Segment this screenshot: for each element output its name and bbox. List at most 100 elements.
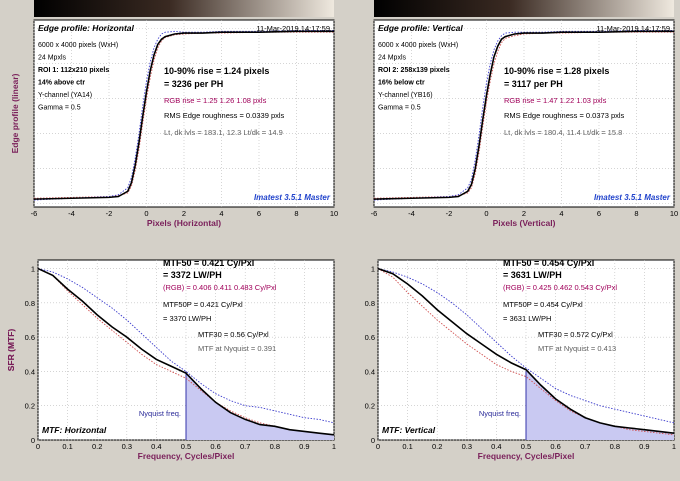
x-tick-label: 0.8 xyxy=(610,442,620,451)
info-line: Y-channel (YB16) xyxy=(378,92,433,99)
y-tick-label: 0.4 xyxy=(25,367,35,376)
result-line: RMS Edge roughness = 0.0339 pxls xyxy=(164,111,285,120)
info-line: 24 Mpxls xyxy=(378,55,407,62)
x-tick-label: -2 xyxy=(446,209,453,218)
result-line: MTF30 = 0.572 Cy/Pxl xyxy=(538,330,613,339)
x-axis-label: Frequency, Cycles/Pixel xyxy=(138,451,235,461)
result-line: = 3372 LW/PH xyxy=(163,270,222,280)
nyquist-label: Nyquist freq. xyxy=(139,409,181,418)
x-tick-label: 0 xyxy=(36,442,40,451)
x-tick-label: 0.8 xyxy=(270,442,280,451)
x-tick-label: 6 xyxy=(257,209,261,218)
watermark: Imatest 3.5.1 Master xyxy=(254,193,331,202)
x-tick-label: 0.1 xyxy=(62,442,72,451)
x-tick-label: 4 xyxy=(559,209,563,218)
panel-title: Edge profile: Horizontal xyxy=(38,23,135,33)
info-line: 6000 x 4000 pixels (WxH) xyxy=(38,42,118,49)
result-line: MTF at Nyquist = 0.391 xyxy=(198,344,276,353)
y-tick-label: 1 xyxy=(31,265,35,274)
x-tick-label: 8 xyxy=(634,209,638,218)
result-line: (RGB) = 0.425 0.462 0.543 Cy/Pxl xyxy=(503,283,617,292)
y-tick-label: 0.6 xyxy=(365,333,375,342)
x-tick-label: 0.9 xyxy=(299,442,309,451)
result-line: MTF at Nyquist = 0.413 xyxy=(538,344,616,353)
x-tick-label: 0.7 xyxy=(580,442,590,451)
x-tick-label: 10 xyxy=(670,209,678,218)
info-line: ROI 1: 112x210 pixels xyxy=(38,67,109,74)
result-line: 10-90% rise = 1.28 pixels xyxy=(504,66,609,76)
x-tick-label: -6 xyxy=(371,209,378,218)
x-tick-label: 1 xyxy=(332,442,336,451)
x-tick-label: -6 xyxy=(31,209,38,218)
panel-title: Edge profile: Vertical xyxy=(378,23,463,33)
nyquist-region xyxy=(186,373,334,440)
x-tick-label: 8 xyxy=(294,209,298,218)
series-line xyxy=(37,268,335,424)
x-tick-label: 2 xyxy=(522,209,526,218)
x-tick-label: 0.5 xyxy=(521,442,531,451)
result-line: = 3631 LW/PH xyxy=(503,270,562,280)
y-tick-label: 0 xyxy=(371,436,375,445)
x-tick-label: 0.7 xyxy=(240,442,250,451)
series-line xyxy=(373,30,674,201)
x-tick-label: -4 xyxy=(68,209,75,218)
info-line: 6000 x 4000 pixels (WxH) xyxy=(378,42,458,49)
result-line: RMS Edge roughness = 0.0373 pxls xyxy=(504,111,625,120)
y-tick-label: 0.2 xyxy=(25,402,35,411)
series-line xyxy=(33,30,334,201)
panel-edge-h: -6 -4 -2 0 2 4 6 8 10 Pixels (Horizontal) Edge pro… xyxy=(10,19,338,228)
x-tick-label: 0 xyxy=(484,209,488,218)
result-line: MTF50 = 0.454 Cy/Pxl xyxy=(503,258,594,268)
y-axis-label: SFR (MTF) xyxy=(6,329,16,372)
result-line: MTF50P = 0.421 Cy/Pxl xyxy=(163,300,243,309)
edge-crop-strip xyxy=(374,0,674,17)
result-line: MTF50P = 0.454 Cy/Pxl xyxy=(503,300,583,309)
x-tick-label: 1 xyxy=(672,442,676,451)
series-line xyxy=(37,267,335,436)
info-line: 24 Mpxls xyxy=(38,55,67,62)
x-tick-label: 0.4 xyxy=(491,442,501,451)
y-tick-label: 0.8 xyxy=(365,299,375,308)
x-axis-label: Pixels (Vertical) xyxy=(493,218,556,228)
panel-title: MTF: Vertical xyxy=(382,425,436,435)
x-tick-label: 0.4 xyxy=(151,442,161,451)
x-tick-label: 0 xyxy=(376,442,380,451)
result-line: MTF50 = 0.421 Cy/Pxl xyxy=(163,258,254,268)
panel-title: MTF: Horizontal xyxy=(42,425,107,435)
panel-edge-v: -6 -4 -2 0 2 4 6 8 10 Pixels (Vertical) Edge profi… xyxy=(371,19,678,228)
x-tick-label: 0.6 xyxy=(210,442,220,451)
info-line: 14% above ctr xyxy=(38,80,85,87)
info-line: Gamma = 0.5 xyxy=(378,105,421,112)
result-line: = 3117 per PH xyxy=(504,79,563,89)
y-tick-label: 0.6 xyxy=(25,333,35,342)
edge-crop-strip xyxy=(34,0,334,17)
series-line xyxy=(377,268,675,424)
y-tick-label: 0 xyxy=(31,436,35,445)
x-tick-label: 6 xyxy=(597,209,601,218)
info-line: Gamma = 0.5 xyxy=(38,105,81,112)
result-line: = 3631 LW/PH xyxy=(503,314,551,323)
series-line xyxy=(373,30,674,200)
x-tick-label: 0.3 xyxy=(122,442,132,451)
panel-mtf-h: Nyquist freq. 0 0.1 0.2 0.3 0.4 0.5 0.6 0.7 0.8 0.… xyxy=(6,258,336,461)
series-line xyxy=(377,267,675,434)
x-tick-label: 0 xyxy=(144,209,148,218)
info-line: 16% below ctr xyxy=(378,80,425,87)
y-axis-label: Edge profile (linear) xyxy=(10,73,20,153)
x-tick-label: 0.9 xyxy=(639,442,649,451)
x-axis-label: Pixels (Horizontal) xyxy=(147,218,221,228)
result-line: MTF30 = 0.56 Cy/Pxl xyxy=(198,330,269,339)
result-line: Lt, dk lvls = 180.4, 11.4 Lt/dk = 15.8 xyxy=(504,128,622,137)
x-tick-label: 10 xyxy=(330,209,338,218)
info-line: ROI 2: 258x139 pixels xyxy=(378,67,450,74)
x-tick-label: -2 xyxy=(106,209,113,218)
x-tick-label: 0.2 xyxy=(432,442,442,451)
y-tick-label: 0.4 xyxy=(365,367,375,376)
x-tick-label: 0.3 xyxy=(462,442,472,451)
y-tick-label: 0.2 xyxy=(365,402,375,411)
timestamp: 11-Mar-2019 14:17:59 xyxy=(256,24,330,33)
result-line: 10-90% rise = 1.24 pixels xyxy=(164,66,269,76)
y-tick-label: 1 xyxy=(371,265,375,274)
